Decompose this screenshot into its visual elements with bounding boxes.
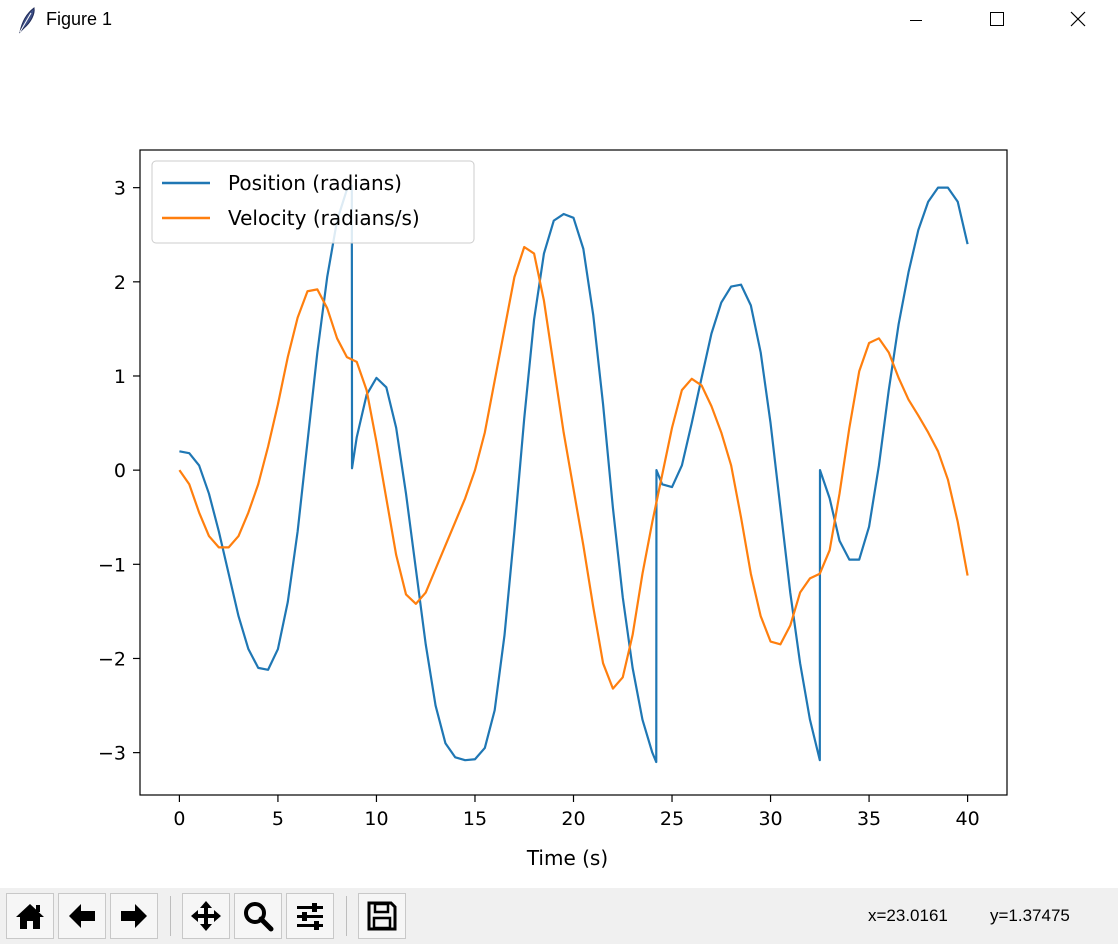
x-tick-label: 0: [173, 808, 185, 830]
toolbar-separator: [170, 896, 171, 936]
home-button[interactable]: [6, 893, 54, 939]
y-tick-label: −3: [98, 743, 126, 765]
configure-subplots-button[interactable]: [286, 893, 334, 939]
legend: Position (radians) Velocity (radians/s): [151, 160, 475, 244]
navigation-toolbar: x=23.0161 y=1.37475: [0, 888, 1118, 944]
home-icon: [16, 904, 44, 929]
legend-entry-position-label: Position (radians): [228, 171, 402, 195]
x-tick-label: 25: [660, 808, 684, 830]
save-icon: [367, 901, 397, 931]
cursor-y-readout: y=1.37475: [990, 906, 1070, 925]
feather-icon: [16, 6, 38, 34]
zoom-button[interactable]: [234, 893, 282, 939]
back-button[interactable]: [58, 893, 106, 939]
save-button[interactable]: [358, 893, 406, 939]
x-tick-label: 20: [561, 808, 585, 830]
pan-icon: [191, 901, 221, 931]
window-title: Figure 1: [46, 9, 113, 29]
forward-arrow-icon: [121, 904, 147, 928]
x-tick-label: 35: [857, 808, 881, 830]
y-tick-label: −2: [98, 648, 126, 670]
velocity-series-line: [178, 245, 969, 690]
back-arrow-icon: [69, 904, 95, 928]
toolbar-separator: [346, 896, 347, 936]
x-tick-label: 30: [758, 808, 782, 830]
window-titlebar: Figure 1: [0, 0, 1118, 42]
zoom-icon: [244, 902, 274, 932]
y-tick-label: 0: [114, 460, 126, 482]
y-tick-label: 1: [114, 366, 126, 388]
y-tick-label: 2: [114, 272, 126, 294]
x-tick-label: 15: [463, 808, 487, 830]
x-tick-label: 5: [272, 808, 284, 830]
y-tick-label: −1: [98, 554, 126, 576]
forward-button[interactable]: [110, 893, 158, 939]
y-tick-label: 3: [114, 178, 126, 200]
cursor-x-readout: x=23.0161: [868, 906, 948, 925]
figure-canvas: 0 5 10 15 20 25 30 35 40 −3 −2 −1 0 1 2 3 Time (s) Positi…: [98, 149, 1008, 870]
x-tick-label: 40: [955, 808, 979, 830]
configure-subplots-icon: [297, 903, 323, 930]
pan-button[interactable]: [182, 893, 230, 939]
x-tick-label: 10: [364, 808, 388, 830]
plot-area: 0 5 10 15 20 25 30 35 40 −3 −2 −1 0 1 2 3 Time (s) Positi…: [98, 149, 1008, 870]
legend-box: [151, 160, 475, 244]
minimize-button[interactable]: [876, 0, 956, 40]
legend-entry-velocity-label: Velocity (radians/s): [228, 206, 420, 230]
position-series-line: [179, 184, 969, 764]
close-button[interactable]: [1038, 0, 1118, 40]
maximize-button[interactable]: [956, 0, 1036, 40]
x-axis-label: Time (s): [526, 846, 608, 870]
